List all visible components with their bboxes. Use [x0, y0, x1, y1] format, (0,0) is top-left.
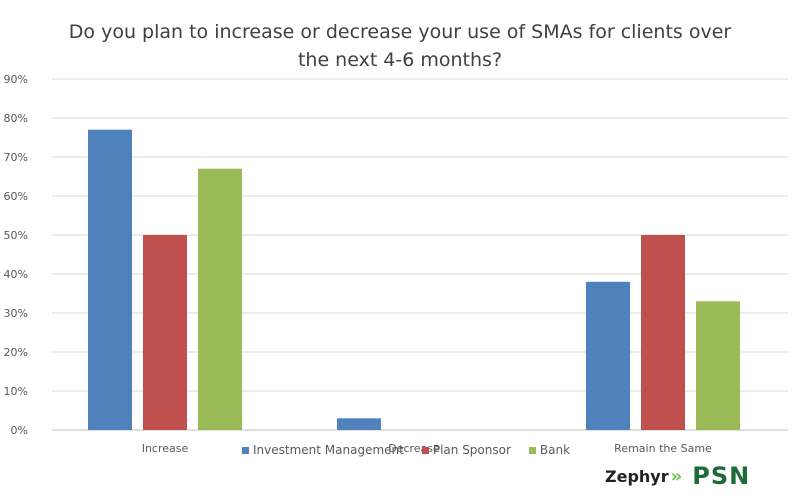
bar-bank	[198, 168, 242, 430]
legend-item-plan-sponsor: Plan Sponsor	[421, 443, 511, 457]
bar-investment-management	[88, 129, 132, 430]
legend-item-investment-management: Investment Management	[242, 443, 404, 457]
legend-label: Investment Management	[253, 443, 404, 457]
logos: Zephyr» PSN	[605, 462, 750, 490]
psn-logo: PSN	[692, 462, 751, 490]
zephyr-logo-text: Zephyr	[605, 466, 669, 486]
y-tick-label: 10%	[4, 385, 28, 398]
y-tick-label: 50%	[4, 229, 28, 242]
y-tick-label: 70%	[4, 151, 28, 164]
zephyr-logo: Zephyr»	[605, 466, 682, 487]
x-tick-label: Increase	[142, 442, 189, 455]
legend-swatch	[421, 446, 429, 454]
bar-investment-management	[586, 281, 630, 430]
legend-swatch	[528, 446, 536, 454]
y-tick-label: 90%	[4, 73, 28, 86]
chart-title: Do you plan to increase or decrease your…	[68, 21, 732, 71]
legend-label: Plan Sponsor	[432, 443, 511, 457]
bar-plan-sponsor	[143, 235, 187, 430]
y-tick-label: 30%	[4, 307, 28, 320]
y-tick-label: 60%	[4, 190, 28, 203]
y-tick-label: 80%	[4, 112, 28, 125]
bar-plan-sponsor	[641, 235, 685, 430]
x-tick-label: Remain the Same	[614, 442, 712, 455]
legend: Investment Management Plan Sponsor Bank	[242, 443, 570, 457]
bar-bank	[696, 301, 740, 430]
y-tick-label: 40%	[4, 268, 28, 281]
bar-investment-management	[337, 418, 381, 430]
chevrons-icon: »	[670, 465, 683, 487]
legend-item-bank: Bank	[528, 443, 571, 457]
legend-swatch	[242, 446, 249, 454]
y-tick-label: 0%	[11, 424, 28, 437]
legend-label: Bank	[539, 443, 571, 457]
y-tick-label: 20%	[4, 346, 28, 359]
